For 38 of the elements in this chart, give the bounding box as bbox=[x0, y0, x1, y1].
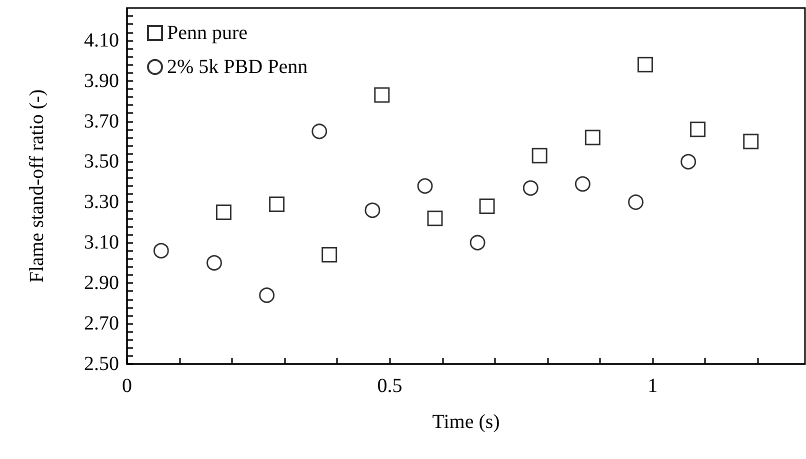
point bbox=[417, 178, 433, 194]
point bbox=[364, 202, 380, 218]
point bbox=[637, 56, 653, 72]
point bbox=[427, 210, 443, 226]
x-tick-label: 0 bbox=[122, 375, 132, 397]
point bbox=[206, 255, 222, 271]
point bbox=[574, 176, 590, 192]
y-tick-label: 2.70 bbox=[84, 312, 119, 335]
point bbox=[479, 198, 495, 214]
point bbox=[470, 234, 486, 250]
legend-label: 2% 5k PBD Penn bbox=[167, 56, 308, 78]
point bbox=[628, 194, 644, 210]
point bbox=[743, 134, 759, 150]
y-tick-label: 3.90 bbox=[84, 70, 119, 92]
point bbox=[680, 154, 696, 170]
legend-label: Penn pure bbox=[167, 22, 248, 44]
y-tick-label: 3.30 bbox=[84, 191, 119, 214]
point bbox=[312, 124, 328, 140]
x-axis-title: Time (s) bbox=[432, 411, 500, 433]
point bbox=[690, 122, 706, 138]
y-tick-label: 4.10 bbox=[84, 29, 119, 52]
y-tick-label: 3.50 bbox=[84, 150, 119, 173]
point bbox=[532, 148, 548, 164]
y-tick-label: 2.50 bbox=[84, 353, 119, 375]
y-axis-title: Flame stand-off ratio (-) bbox=[26, 89, 48, 283]
point bbox=[322, 247, 338, 263]
point bbox=[259, 287, 275, 303]
y-tick-label: 3.70 bbox=[84, 110, 119, 132]
point bbox=[153, 242, 169, 258]
y-tick-label: 3.10 bbox=[84, 232, 119, 254]
y-tick-label: 2.90 bbox=[84, 272, 119, 294]
point bbox=[269, 196, 285, 212]
point bbox=[584, 130, 600, 146]
point bbox=[522, 180, 538, 196]
x-tick-label: 1 bbox=[648, 375, 658, 397]
point bbox=[374, 87, 390, 103]
point bbox=[216, 204, 232, 220]
x-tick-label: 0.5 bbox=[377, 375, 402, 397]
